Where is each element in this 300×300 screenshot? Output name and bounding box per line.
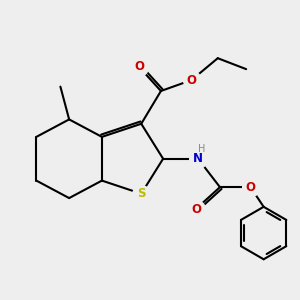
Text: O: O (134, 61, 144, 74)
Text: O: O (191, 202, 201, 215)
Text: O: O (245, 181, 256, 194)
Text: N: N (193, 152, 203, 165)
Text: O: O (187, 74, 196, 87)
Text: S: S (137, 187, 146, 200)
Text: H: H (198, 144, 205, 154)
